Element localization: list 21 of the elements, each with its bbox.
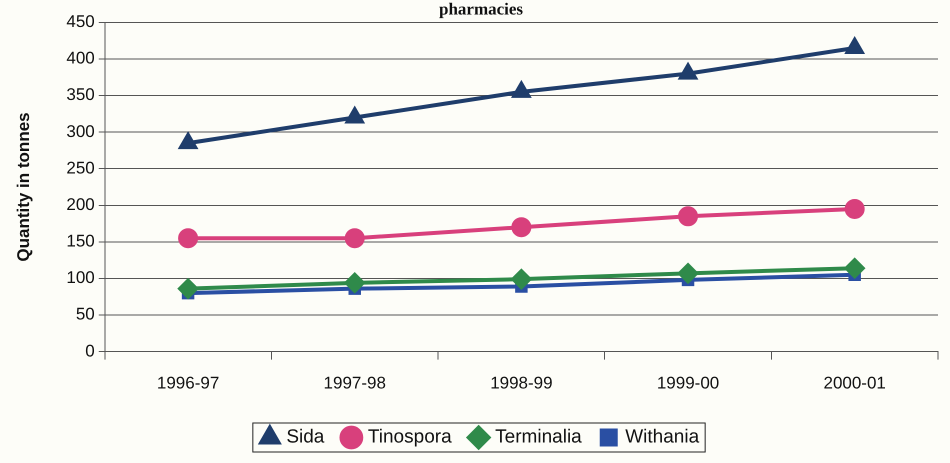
legend-label: Withania xyxy=(625,426,700,448)
chart-title: pharmacies xyxy=(438,0,524,19)
legend-label: Tinospora xyxy=(368,426,452,448)
legend-label: Terminalia xyxy=(495,426,582,448)
y-tick-label: 350 xyxy=(66,85,95,104)
y-tick-label: 0 xyxy=(85,341,95,360)
y-tick-label: 250 xyxy=(66,158,95,178)
legend-label: Sida xyxy=(286,426,325,448)
x-tick-label: 1998-99 xyxy=(490,373,553,392)
y-tick-label: 50 xyxy=(76,304,95,324)
x-tick-label: 1996-97 xyxy=(156,373,220,392)
y-tick-label: 200 xyxy=(66,194,95,214)
y-tick-label: 300 xyxy=(66,122,95,141)
y-tick-label: 150 xyxy=(66,232,95,251)
y-axis-title: Quantity in tonnes xyxy=(14,112,33,262)
x-tick-label: 2000-01 xyxy=(823,373,886,392)
x-tick-label: 1997-98 xyxy=(324,373,386,392)
y-tick-label: 450 xyxy=(66,12,95,32)
y-tick-label: 100 xyxy=(66,268,95,288)
y-tick-label: 400 xyxy=(66,48,95,68)
x-tick-label: 1999-00 xyxy=(656,373,720,392)
